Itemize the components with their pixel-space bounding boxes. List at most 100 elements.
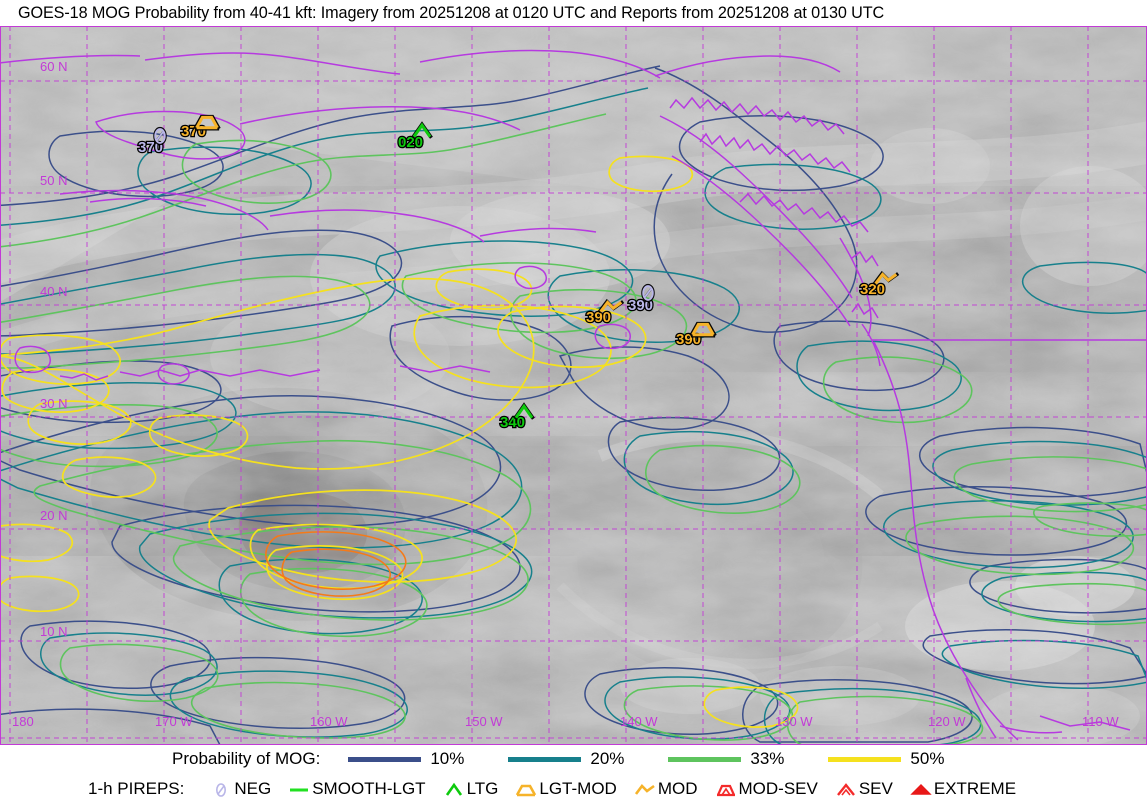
mod-sev-trapezoid-icon: [716, 784, 735, 797]
lat-lon-grid: [0, 26, 1147, 745]
satellite-map-canvas[interactable]: 60 N 50 N 40 N 30 N 20 N 10 N 180 170 W 160 W 150…: [0, 26, 1147, 745]
pirep-sev-label: SEV: [858, 779, 893, 798]
pirep-flight-level-label: 340: [500, 414, 525, 431]
extreme-filled-mound-icon: [910, 780, 932, 798]
lgt-mod-trapezoid-icon: [516, 784, 537, 797]
prob-20-label: 20%: [590, 749, 625, 768]
pirep-mod-label: MOD: [657, 779, 698, 798]
ltg-caret-icon: [412, 122, 432, 138]
pirep-marker[interactable]: 390: [627, 283, 655, 315]
pirep-neg-label: NEG: [234, 779, 272, 798]
pirep-lgt-mod[interactable]: LGT-MOD: [515, 779, 617, 799]
title-bar: GOES-18 MOG Probability from 40-41 kft: …: [0, 0, 1147, 26]
legend-pireps-label: 1-h PIREPS:: [88, 779, 185, 798]
pirep-marker-layer[interactable]: 370 370 020 320 390 390 390 340: [137, 114, 900, 432]
pirep-flight-level-label: 370: [138, 139, 163, 156]
prob-20-swatch: [508, 756, 582, 762]
pirep-marker[interactable]: 320: [859, 270, 900, 299]
longitude-label: 170 W: [155, 714, 193, 729]
page-title: GOES-18 MOG Probability from 40-41 kft: …: [18, 3, 885, 22]
contour-20-percent: [0, 87, 1147, 745]
pirep-extreme[interactable]: EXTREME: [910, 779, 1016, 799]
extreme-filled-mound-icon: [910, 784, 932, 795]
sev-caret-icon: [835, 780, 857, 798]
pirep-mod-sev[interactable]: MOD-SEV: [715, 779, 818, 799]
pirep-sev[interactable]: SEV: [835, 779, 893, 799]
prob-33[interactable]: 33%: [668, 749, 784, 769]
longitude-label: 120 W: [928, 714, 966, 729]
longitude-label: 130 W: [775, 714, 813, 729]
prob-50-swatch: [828, 756, 902, 762]
neg-oval-icon: [216, 783, 227, 797]
prob-10[interactable]: 10%: [348, 749, 464, 769]
pirep-flight-level-label: 370: [181, 123, 206, 140]
pirep-marker[interactable]: 390: [675, 321, 717, 349]
pirep-marker[interactable]: 020: [397, 121, 433, 152]
pirep-ltg[interactable]: LTG: [443, 779, 499, 799]
prob-33-label: 33%: [750, 749, 785, 768]
latitude-label: 10 N: [40, 624, 67, 639]
pirep-smooth-lgt-label: SMOOTH-LGT: [312, 779, 426, 798]
legend-row-probability: Probability of MOG: 10% 20% 33% 50%: [0, 745, 1147, 773]
pirep-mod-sev-label: MOD-SEV: [738, 779, 818, 798]
lgt-mod-trapezoid-icon: [691, 322, 715, 337]
mod-sev-trapezoid-icon: [715, 780, 737, 798]
pirep-marker[interactable]: 370: [137, 126, 167, 157]
prob-10-swatch: [348, 756, 422, 762]
pirep-flight-level-label: 320: [860, 281, 885, 298]
prob-10-label: 10%: [430, 749, 465, 768]
latitude-label: 20 N: [40, 508, 67, 523]
ltg-caret-icon: [443, 780, 465, 798]
pirep-flight-level-label: 390: [586, 309, 611, 326]
longitude-label: 110 W: [1082, 714, 1119, 729]
contour-33-percent: [0, 113, 1147, 745]
ltg-caret-icon: [445, 782, 462, 796]
neg-oval-icon: [154, 128, 166, 144]
neg-oval-icon: [210, 780, 232, 798]
sev-caret-icon: [836, 783, 855, 796]
pirep-extreme-label: EXTREME: [933, 779, 1017, 798]
pirep-mod[interactable]: MOD: [634, 779, 698, 799]
longitude-label: 160 W: [310, 714, 348, 729]
mod-chevron-icon: [874, 272, 898, 285]
pirep-lgt-mod-label: LGT-MOD: [539, 779, 617, 798]
prob-50-label: 50%: [910, 749, 945, 768]
neg-oval-icon: [642, 285, 654, 301]
coastline-layer: [0, 49, 1147, 741]
contour-high-core: [265, 531, 407, 597]
longitude-label: 140 W: [620, 714, 658, 729]
pirep-marker[interactable]: 370: [180, 114, 221, 141]
lgt-mod-trapezoid-icon: [195, 115, 219, 130]
ir-cloud-field: [0, 26, 1147, 745]
legend-probability-label: Probability of MOG:: [172, 749, 321, 768]
contour-50-percent: [0, 155, 799, 728]
grid-label-layer: 60 N 50 N 40 N 30 N 20 N 10 N 180 170 W 160 W 150…: [12, 59, 1119, 729]
prob-20[interactable]: 20%: [508, 749, 624, 769]
satellite-map-panel[interactable]: 60 N 50 N 40 N 30 N 20 N 10 N 180 170 W 160 W 150…: [0, 26, 1147, 745]
prob-33-swatch: [668, 756, 742, 762]
latitude-label: 30 N: [40, 396, 67, 411]
legend-row-pireps: 1-h PIREPS: NEG SMOOTH-LGT LTG LGT-MOD MOD MO…: [0, 773, 1147, 805]
latitude-label: 40 N: [40, 284, 67, 299]
mod-chevron-icon: [634, 780, 656, 798]
map-layers: 60 N 50 N 40 N 30 N 20 N 10 N 180 170 W 160 W 150…: [0, 26, 1147, 745]
pirep-ltg-label: LTG: [466, 779, 499, 798]
longitude-label: 150 W: [465, 714, 503, 729]
prob-50[interactable]: 50%: [828, 749, 944, 769]
pirep-smooth-lgt[interactable]: SMOOTH-LGT: [288, 779, 426, 799]
pirep-marker[interactable]: 340: [499, 402, 535, 432]
pirep-marker[interactable]: 390: [585, 298, 625, 327]
latitude-label: 60 N: [40, 59, 67, 74]
contour-10-percent: [0, 65, 1147, 745]
legend-pireps-items: NEG SMOOTH-LGT LTG LGT-MOD MOD MOD-SEV SEV EXTR…: [184, 779, 1016, 799]
legend-panel: Probability of MOG: 10% 20% 33% 50% 1-h PIR…: [0, 745, 1147, 808]
pirep-flight-level-label: 020: [398, 134, 423, 151]
pirep-neg[interactable]: NEG: [210, 779, 271, 799]
lgt-mod-trapezoid-icon: [515, 780, 537, 798]
latitude-label: 50 N: [40, 173, 67, 188]
ltg-caret-icon: [514, 403, 534, 419]
longitude-label: 180: [12, 714, 34, 729]
mod-chevron-icon: [634, 784, 655, 795]
legend-probability-items: 10% 20% 33% 50%: [320, 749, 944, 769]
